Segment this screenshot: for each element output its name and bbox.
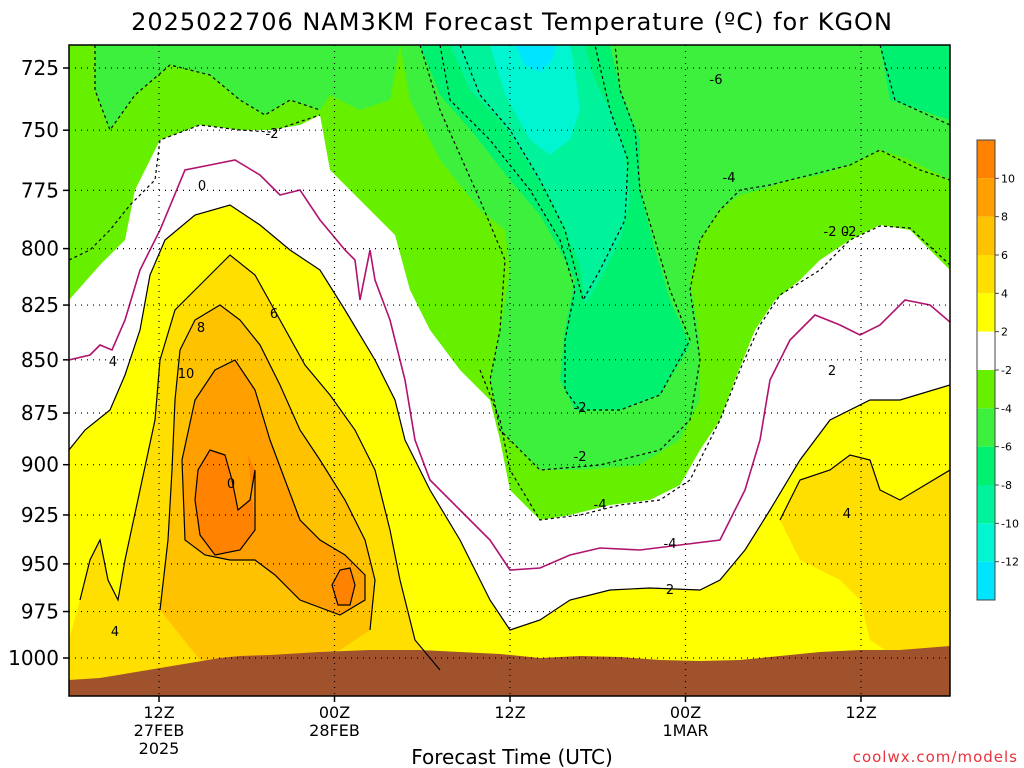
band-medium-green: [95, 45, 400, 130]
contour-label: -4: [723, 171, 736, 186]
y-axis: 725 750 775 800 825 850 875 900 925 950 975 1000: [8, 56, 69, 670]
x-tick-label: 1MAR: [662, 721, 708, 740]
contour-6: [159, 304, 376, 631]
colorbar-label: -12: [1001, 556, 1019, 569]
contour-label: 4: [843, 507, 851, 522]
contour-minus-4-dashed: [94, 45, 950, 471]
watermark: coolwx.com/models: [853, 748, 1018, 766]
contour-label: 4: [109, 355, 117, 370]
colorbar: 10 8 6 4 2 -2 -4 -6 -8 -10 -12: [976, 139, 1019, 601]
contour-label: 8: [197, 321, 205, 336]
colorbar-swatch: [977, 370, 995, 409]
y-tick-label: 825: [21, 293, 59, 317]
contour-label: 0: [198, 179, 206, 194]
colorbar-swatch: [977, 561, 995, 600]
contour-label: -2: [574, 401, 587, 416]
colorbar-label: 4: [1001, 287, 1008, 300]
colorbar-label: -6: [1001, 441, 1012, 454]
contour-label: -2: [844, 225, 857, 240]
band-teal: [450, 45, 630, 305]
colorbar-label: 10: [1001, 172, 1015, 185]
colorbar-label: 6: [1001, 249, 1008, 262]
contour-10: [194, 449, 356, 606]
band-light-teal: [490, 45, 580, 155]
contour-2: [69, 204, 950, 631]
contour-minus-8-dashed: [459, 45, 629, 302]
x-tick-label: 2025: [139, 739, 180, 758]
colorbar-swatch: [977, 293, 995, 332]
contour-lines: [69, 45, 950, 671]
contour-4: [79, 254, 950, 671]
contour-label: 4: [111, 625, 119, 640]
contour-minus-2-dashed: [69, 114, 950, 521]
contour-label: 10: [178, 367, 195, 382]
contour-label: 0: [841, 225, 849, 240]
colorbar-swatch: [977, 485, 995, 524]
colorbar-swatch: [977, 331, 995, 370]
temperature-field: [69, 45, 950, 696]
x-tick-label: 12Z: [845, 703, 876, 722]
contour-label: 2: [828, 364, 836, 379]
colorbar-swatch: [977, 408, 995, 447]
contour-label: 0: [227, 477, 235, 492]
chart-title: 2025022706 NAM3KM Forecast Temperature (…: [131, 8, 893, 36]
colorbar-swatch: [977, 523, 995, 562]
contour-label: -4: [664, 537, 677, 552]
colorbar-label: 8: [1001, 211, 1008, 224]
y-tick-label: 1000: [8, 646, 59, 670]
colorbar-label: -2: [1001, 364, 1012, 377]
band-cyan: [515, 45, 556, 72]
colorbar-swatch: [977, 255, 995, 294]
contour-label: 2: [666, 583, 674, 598]
x-tick-label: 27FEB: [134, 721, 185, 740]
terrain: [69, 646, 950, 696]
contour-zero: [69, 159, 950, 571]
colorbar-label: -4: [1001, 402, 1012, 415]
colorbar-label: -10: [1001, 517, 1019, 530]
contour-label: -6: [710, 73, 723, 88]
x-axis-label: Forecast Time (UTC): [411, 745, 613, 768]
grid-lines: [69, 45, 950, 696]
y-tick-label: 850: [21, 348, 59, 372]
contour-8: [181, 359, 366, 616]
colorbar-label: -8: [1001, 479, 1012, 492]
y-tick-label: 800: [21, 237, 59, 261]
band-dark-orange: [195, 450, 355, 605]
colorbar-swatch: [977, 140, 995, 179]
y-tick-label: 750: [21, 118, 59, 142]
y-tick-label: 900: [21, 453, 59, 477]
contour-label: -2: [824, 225, 837, 240]
x-tick-label: 12Z: [143, 703, 174, 722]
contour-minus-6-dashed: [439, 45, 950, 411]
x-tick-label: 12Z: [494, 703, 525, 722]
contour-label: -4: [594, 498, 607, 513]
colorbar-label: 2: [1001, 326, 1008, 339]
colorbar-swatch: [977, 446, 995, 485]
y-tick-label: 950: [21, 552, 59, 576]
contour-label: -2: [574, 450, 587, 465]
y-tick-label: 975: [21, 600, 59, 624]
y-tick-label: 725: [21, 56, 59, 80]
x-tick-label: 00Z: [670, 703, 701, 722]
y-tick-label: 925: [21, 503, 59, 527]
contour-label: -2: [266, 127, 279, 142]
colorbar-swatch: [977, 178, 995, 217]
y-tick-label: 775: [21, 178, 59, 202]
y-tick-label: 875: [21, 401, 59, 425]
x-tick-label: 00Z: [319, 703, 350, 722]
contour-label: 6: [270, 307, 278, 322]
x-tick-label: 28FEB: [309, 721, 360, 740]
colorbar-swatch: [977, 216, 995, 255]
